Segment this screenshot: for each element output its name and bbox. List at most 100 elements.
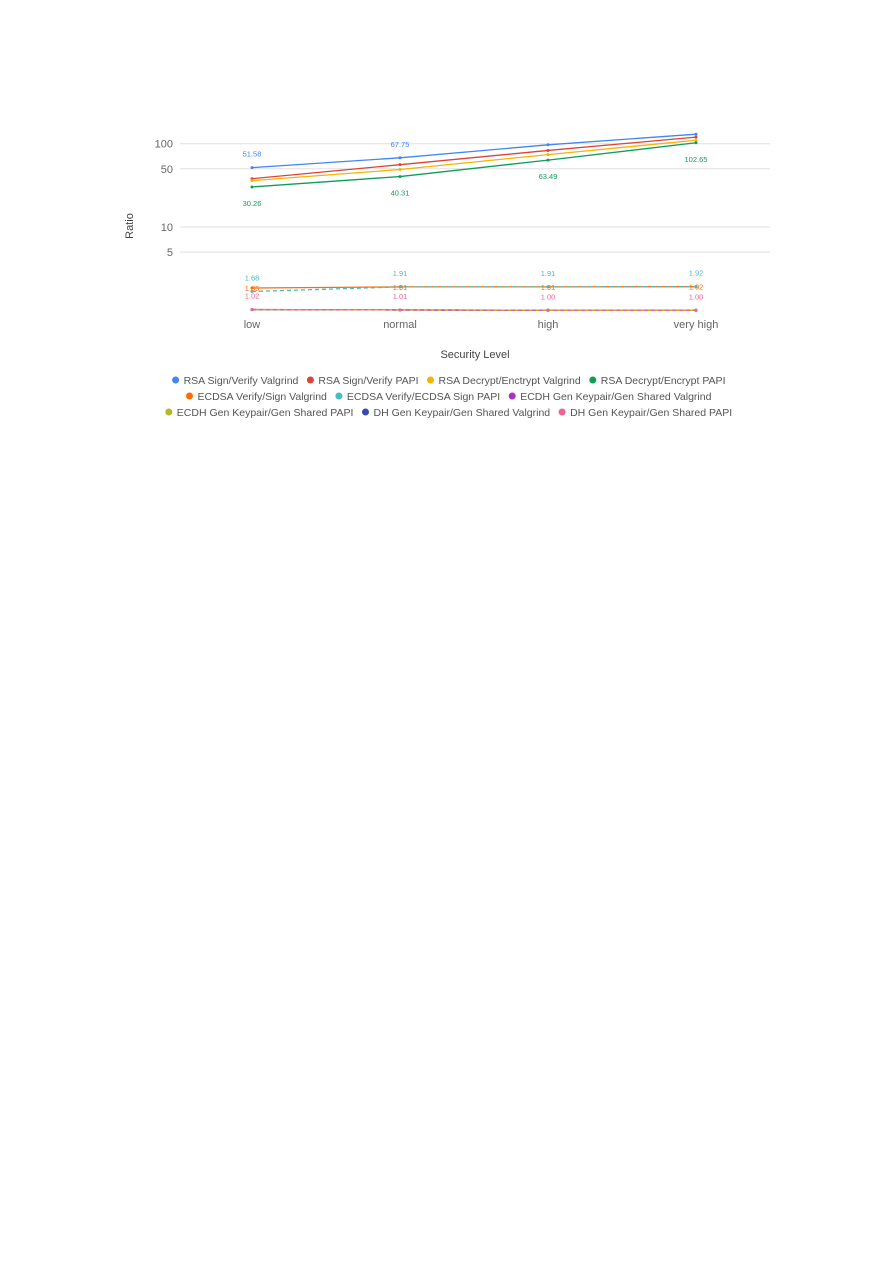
- legend-item-rsa-decrypt-enctrypt-valgrind[interactable]: RSA Decrypt/Enctrypt Valgrind: [427, 375, 581, 387]
- series-rsa-decrypt-encrypt-papi: [250, 141, 698, 189]
- series-rsa-sign-verify-valgrind: [250, 132, 698, 170]
- series-line: [251, 286, 697, 289]
- legend-item-dh-gen-keypair-gen-shared-papi[interactable]: DH Gen Keypair/Gen Shared PAPI: [558, 407, 733, 419]
- x-axis-title: Security Level: [440, 349, 509, 361]
- data-point: [546, 148, 550, 152]
- y-tick-label: 100: [155, 139, 173, 151]
- data-point: [250, 286, 254, 290]
- legend-label: DH Gen Keypair/Gen Shared Valgrind: [374, 407, 551, 419]
- legend-label: ECDSA Verify/ECDSA Sign PAPI: [347, 391, 500, 403]
- data-label: 1.92: [689, 269, 704, 278]
- series-rsa-decrypt-enctrypt-valgrind: [250, 138, 698, 183]
- data-label: 1.85: [245, 284, 260, 293]
- data-point: [398, 285, 402, 289]
- data-point: [694, 138, 698, 142]
- legend-marker: [186, 392, 193, 400]
- series-lines: [250, 132, 698, 312]
- data-point: [398, 163, 402, 167]
- series-line: [251, 136, 697, 180]
- legend-label: ECDH Gen Keypair/Gen Shared Valgrind: [520, 391, 711, 403]
- data-point: [694, 285, 698, 289]
- data-label: 1.68: [245, 274, 260, 283]
- legend-marker: [165, 408, 173, 416]
- legend-item-ecdh-gen-keypair-gen-shared-papi[interactable]: ECDH Gen Keypair/Gen Shared PAPI: [165, 407, 353, 419]
- x-tick-label: low: [244, 319, 261, 331]
- y-axis-ticks: 5 10 50 100: [155, 139, 173, 259]
- data-label: 1.01: [393, 292, 408, 301]
- legend-item-rsa-decrypt-encrypt-papi[interactable]: RSA Decrypt/Encrypt PAPI: [589, 375, 725, 387]
- legend-item-dh-gen-keypair-gen-shared-valgrind[interactable]: DH Gen Keypair/Gen Shared Valgrind: [362, 407, 550, 419]
- series-line: [251, 308, 696, 311]
- data-label: 1.91: [541, 269, 556, 278]
- gridlines: [180, 143, 770, 253]
- legend-label: ECDH Gen Keypair/Gen Shared PAPI: [177, 407, 354, 419]
- data-point: [250, 179, 254, 183]
- data-label: 102.65: [685, 155, 708, 164]
- series-rsa-sign-verify-papi: [250, 135, 698, 181]
- y-tick-label: 50: [161, 164, 173, 176]
- data-point: [250, 166, 254, 170]
- legend-marker: [362, 408, 369, 416]
- legend-label: RSA Sign/Verify PAPI: [318, 375, 418, 387]
- series-line: [251, 139, 697, 182]
- data-point: [694, 141, 698, 145]
- legend-item-ecdsa-verify-ecdsa-sign-papi[interactable]: ECDSA Verify/ECDSA Sign PAPI: [335, 391, 500, 403]
- legend-item-rsa-sign-verify-valgrind[interactable]: RSA Sign/Verify Valgrind: [172, 375, 299, 387]
- x-tick-label: normal: [383, 319, 417, 331]
- data-label: 51.58: [243, 150, 262, 159]
- data-point: [546, 308, 550, 312]
- y-tick-label: 5: [167, 247, 173, 259]
- legend-marker: [589, 376, 597, 384]
- series-dh-gen-keypair-gen-shared-papi: [250, 308, 698, 312]
- legend-label: RSA Sign/Verify Valgrind: [184, 375, 299, 387]
- data-point: [546, 153, 550, 157]
- data-point: [398, 308, 402, 312]
- data-point: [398, 175, 402, 179]
- legend-marker: [306, 376, 314, 384]
- data-label: 1.00: [541, 292, 556, 301]
- data-label: 1.00: [689, 292, 704, 301]
- legend-label: RSA Decrypt/Encrypt PAPI: [601, 375, 726, 387]
- legend-item-ecdsa-verify-sign-valgrind[interactable]: ECDSA Verify/Sign Valgrind: [186, 391, 327, 403]
- data-label: 1.92: [689, 283, 704, 292]
- data-point: [398, 156, 402, 160]
- legend-label: RSA Decrypt/Enctrypt Valgrind: [439, 375, 581, 387]
- data-point: [398, 168, 402, 172]
- data-point: [250, 185, 254, 189]
- legend-label: DH Gen Keypair/Gen Shared PAPI: [570, 407, 732, 419]
- data-point: [546, 158, 550, 162]
- data-label: 1.91: [393, 283, 408, 292]
- y-axis-title: Ratio: [124, 213, 136, 239]
- legend-label: ECDSA Verify/Sign Valgrind: [198, 391, 328, 403]
- x-tick-label: high: [538, 319, 559, 331]
- data-point: [250, 290, 254, 294]
- series-line: [251, 133, 697, 169]
- legend-marker: [335, 392, 343, 400]
- legend-marker: [427, 376, 434, 384]
- data-label: 40.31: [391, 189, 410, 198]
- data-label: 1.91: [541, 283, 556, 292]
- x-axis-ticks: low normal high very high: [244, 319, 719, 331]
- data-label: 63.49: [539, 172, 558, 181]
- series-ecdsa-verify-ecdsa-sign-papi: [250, 285, 698, 294]
- data-point: [250, 308, 254, 312]
- data-label: 67.75: [391, 140, 410, 149]
- y-tick-label: 10: [161, 222, 173, 234]
- legend-item-ecdh-gen-keypair-gen-shared-valgrind[interactable]: ECDH Gen Keypair/Gen Shared Valgrind: [508, 391, 712, 403]
- legend-marker: [172, 376, 180, 384]
- legend-marker: [558, 408, 566, 416]
- data-point: [694, 132, 698, 136]
- data-point: [694, 308, 698, 312]
- data-point: [546, 285, 550, 289]
- data-label: 30.26: [243, 199, 262, 208]
- data-label: 1.02: [245, 292, 260, 301]
- legend: RSA Sign/Verify Valgrind RSA Sign/Verify …: [165, 375, 732, 419]
- data-point: [546, 143, 550, 147]
- data-point: [694, 135, 698, 139]
- data-label: 1.91: [393, 269, 408, 278]
- legend-marker: [508, 392, 516, 400]
- x-tick-label: very high: [674, 319, 719, 331]
- legend-item-rsa-sign-verify-papi[interactable]: RSA Sign/Verify PAPI: [306, 375, 419, 387]
